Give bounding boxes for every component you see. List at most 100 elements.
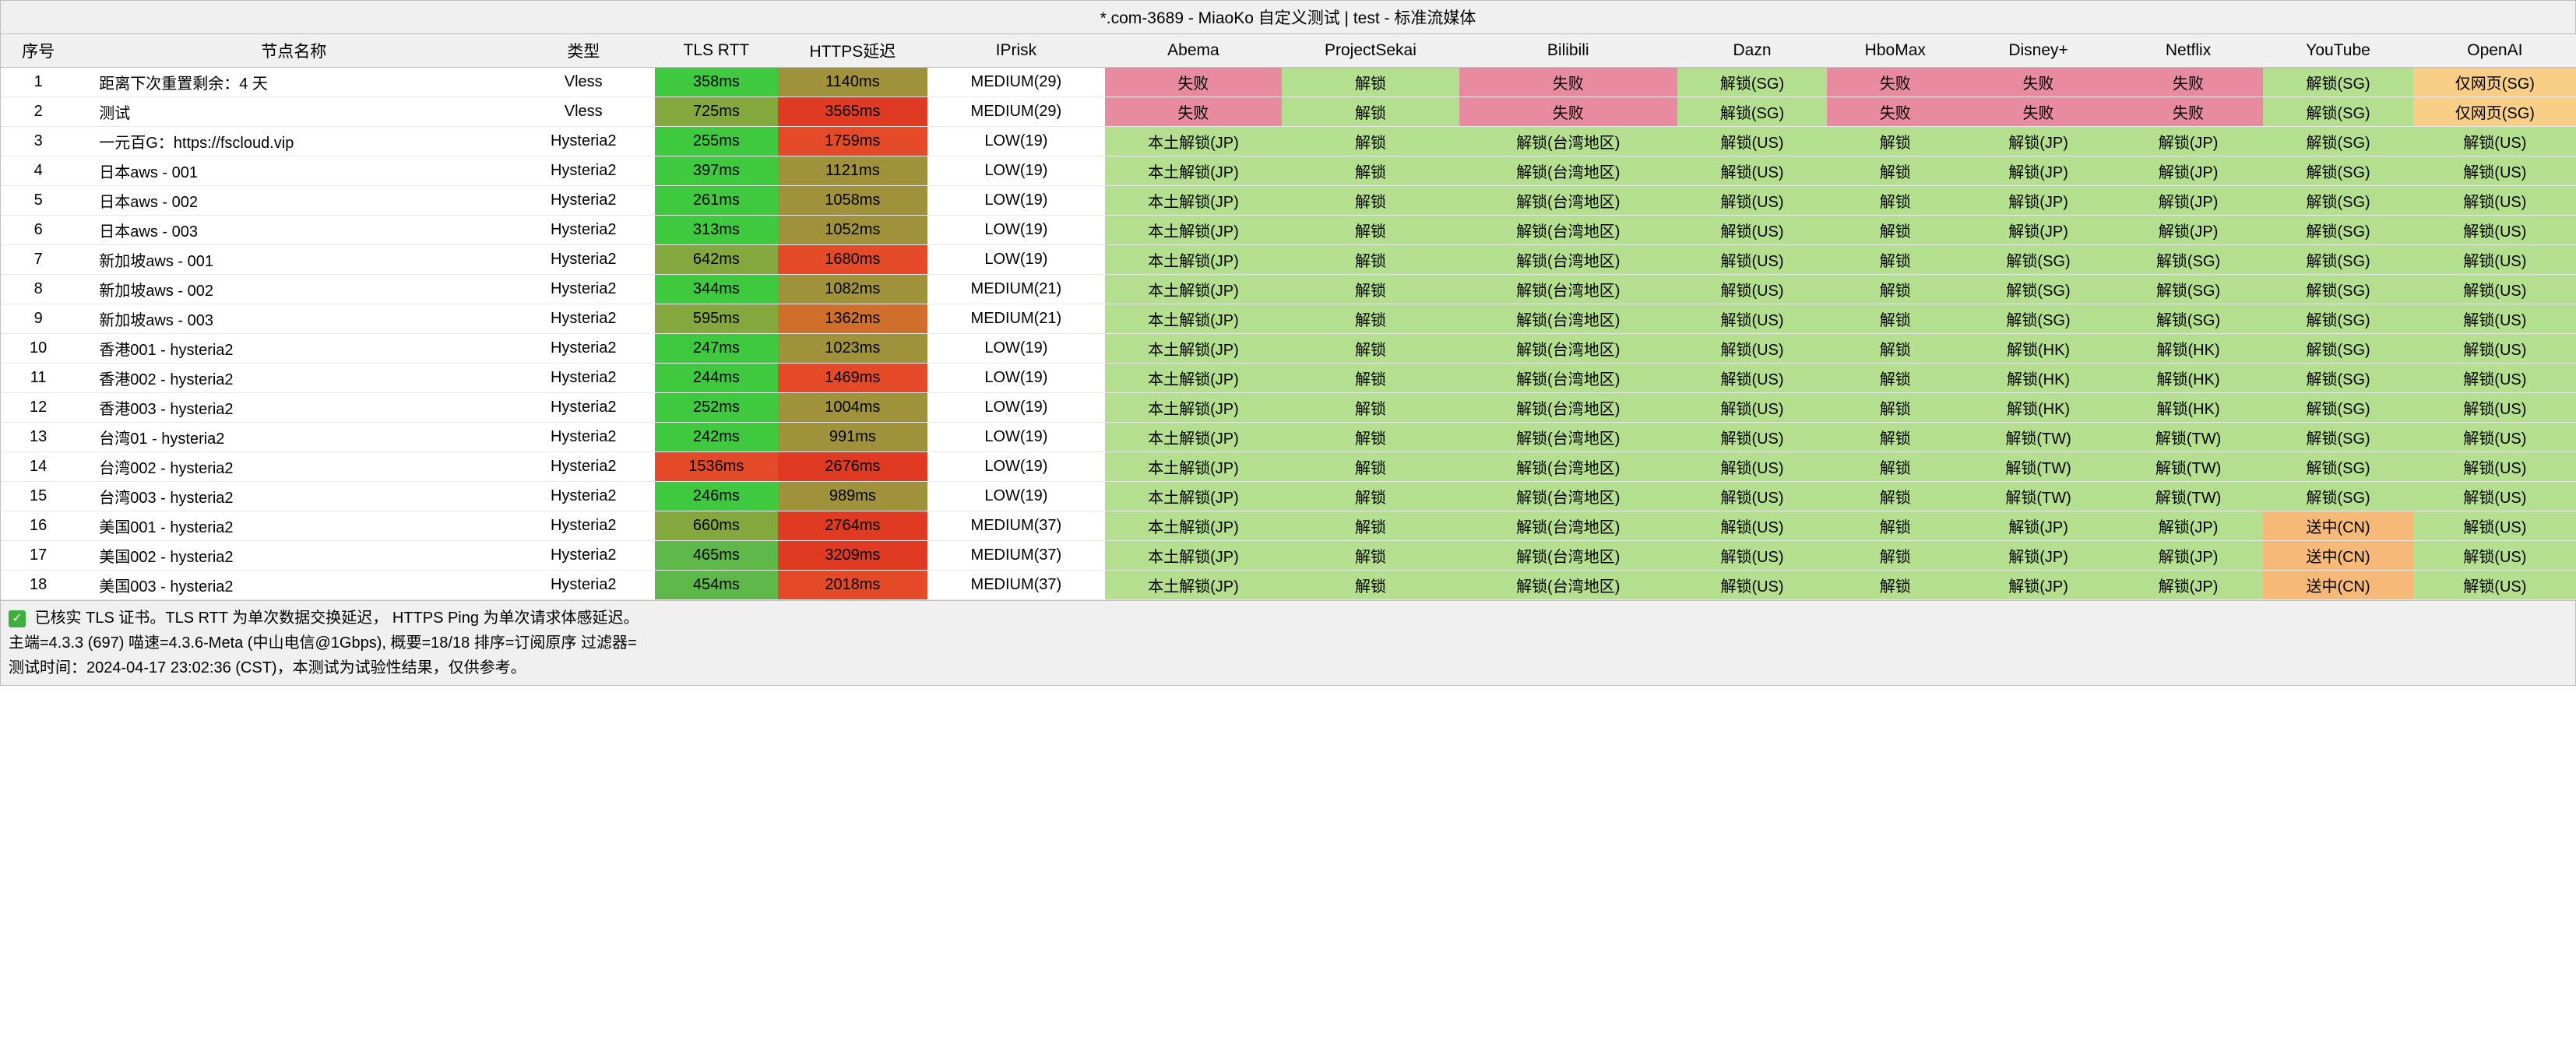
cell-disney: 解锁(TW)	[1963, 482, 2113, 511]
cell-youtube: 解锁(SG)	[2263, 334, 2413, 364]
cell-dazn: 解锁(US)	[1677, 482, 1828, 511]
cell-sekai: 解锁	[1282, 245, 1459, 275]
cell-idx: 16	[1, 511, 76, 541]
cell-https: 991ms	[778, 423, 928, 452]
cell-tls: 261ms	[655, 186, 778, 216]
cell-type: Hysteria2	[512, 304, 655, 334]
cell-https: 1362ms	[778, 304, 928, 334]
cell-name: 新加坡aws - 001	[76, 245, 512, 275]
cell-sekai: 解锁	[1282, 541, 1459, 571]
cell-disney: 解锁(SG)	[1963, 275, 2113, 304]
cell-sekai: 解锁	[1282, 423, 1459, 452]
col-header-dazn: Dazn	[1677, 34, 1828, 68]
cell-sekai: 解锁	[1282, 186, 1459, 216]
table-row: 15台湾003 - hysteria2Hysteria2246ms989msLO…	[1, 482, 2576, 511]
cell-idx: 13	[1, 423, 76, 452]
cell-https: 1023ms	[778, 334, 928, 364]
cell-bili: 解锁(台湾地区)	[1459, 216, 1677, 245]
cell-hbo: 解锁	[1827, 364, 1963, 393]
cell-https: 1680ms	[778, 245, 928, 275]
cell-netflix: 解锁(JP)	[2113, 156, 2264, 186]
cell-idx: 3	[1, 127, 76, 156]
table-body: 1距离下次重置剩余：4 天Vless358ms1140msMEDIUM(29)失…	[1, 68, 2576, 600]
cell-bili: 解锁(台湾地区)	[1459, 275, 1677, 304]
table-row: 3一元百G：https://fscloud.vipHysteria2255ms1…	[1, 127, 2576, 156]
cell-netflix: 失败	[2113, 97, 2264, 127]
cell-youtube: 解锁(SG)	[2263, 186, 2413, 216]
cell-openai: 解锁(US)	[2413, 216, 2576, 245]
cell-name: 美国003 - hysteria2	[76, 571, 512, 600]
cell-type: Hysteria2	[512, 482, 655, 511]
cell-tls: 397ms	[655, 156, 778, 186]
cell-iprisk: MEDIUM(37)	[927, 571, 1105, 600]
cell-name: 美国001 - hysteria2	[76, 511, 512, 541]
cell-iprisk: MEDIUM(29)	[927, 97, 1105, 127]
table-row: 7新加坡aws - 001Hysteria2642ms1680msLOW(19)…	[1, 245, 2576, 275]
cell-disney: 解锁(HK)	[1963, 334, 2113, 364]
cell-name: 台湾01 - hysteria2	[76, 423, 512, 452]
cell-youtube: 解锁(SG)	[2263, 216, 2413, 245]
cell-openai: 解锁(US)	[2413, 393, 2576, 423]
col-header-type: 类型	[512, 34, 655, 68]
cell-name: 台湾003 - hysteria2	[76, 482, 512, 511]
table-row: 12香港003 - hysteria2Hysteria2252ms1004msL…	[1, 393, 2576, 423]
table-row: 9新加坡aws - 003Hysteria2595ms1362msMEDIUM(…	[1, 304, 2576, 334]
results-table: 序号节点名称类型TLS RTTHTTPS延迟IPriskAbemaProject…	[1, 34, 2576, 600]
cell-iprisk: MEDIUM(29)	[927, 68, 1105, 97]
cell-netflix: 解锁(JP)	[2113, 511, 2264, 541]
cell-tls: 244ms	[655, 364, 778, 393]
cell-openai: 解锁(US)	[2413, 423, 2576, 452]
cell-abema: 本土解锁(JP)	[1105, 393, 1283, 423]
cell-netflix: 解锁(SG)	[2113, 245, 2264, 275]
cell-abema: 本土解锁(JP)	[1105, 541, 1283, 571]
cell-bili: 解锁(台湾地区)	[1459, 334, 1677, 364]
col-header-https: HTTPS延迟	[778, 34, 928, 68]
cell-hbo: 解锁	[1827, 216, 1963, 245]
cell-idx: 8	[1, 275, 76, 304]
cell-disney: 解锁(JP)	[1963, 541, 2113, 571]
cell-tls: 358ms	[655, 68, 778, 97]
cell-dazn: 解锁(US)	[1677, 364, 1828, 393]
cell-bili: 解锁(台湾地区)	[1459, 127, 1677, 156]
table-row: 13台湾01 - hysteria2Hysteria2242ms991msLOW…	[1, 423, 2576, 452]
cell-abema: 本土解锁(JP)	[1105, 304, 1283, 334]
cell-sekai: 解锁	[1282, 127, 1459, 156]
cell-sekai: 解锁	[1282, 452, 1459, 482]
cell-https: 1469ms	[778, 364, 928, 393]
table-row: 4日本aws - 001Hysteria2397ms1121msLOW(19)本…	[1, 156, 2576, 186]
cell-netflix: 解锁(SG)	[2113, 275, 2264, 304]
table-row: 6日本aws - 003Hysteria2313ms1052msLOW(19)本…	[1, 216, 2576, 245]
cell-youtube: 解锁(SG)	[2263, 156, 2413, 186]
cell-bili: 解锁(台湾地区)	[1459, 511, 1677, 541]
table-row: 18美国003 - hysteria2Hysteria2454ms2018msM…	[1, 571, 2576, 600]
cell-bili: 解锁(台湾地区)	[1459, 541, 1677, 571]
cell-openai: 解锁(US)	[2413, 541, 2576, 571]
cell-abema: 本土解锁(JP)	[1105, 156, 1283, 186]
cell-name: 距离下次重置剩余：4 天	[76, 68, 512, 97]
col-header-iprisk: IPrisk	[927, 34, 1105, 68]
cell-openai: 解锁(US)	[2413, 275, 2576, 304]
cell-https: 1004ms	[778, 393, 928, 423]
cell-https: 989ms	[778, 482, 928, 511]
cell-name: 新加坡aws - 003	[76, 304, 512, 334]
cell-netflix: 解锁(JP)	[2113, 186, 2264, 216]
cell-youtube: 解锁(SG)	[2263, 245, 2413, 275]
cell-name: 日本aws - 001	[76, 156, 512, 186]
cell-tls: 247ms	[655, 334, 778, 364]
cell-disney: 解锁(JP)	[1963, 186, 2113, 216]
cell-hbo: 失败	[1827, 97, 1963, 127]
cell-abema: 本土解锁(JP)	[1105, 127, 1283, 156]
cell-abema: 本土解锁(JP)	[1105, 275, 1283, 304]
cell-tls: 465ms	[655, 541, 778, 571]
cell-name: 香港002 - hysteria2	[76, 364, 512, 393]
cell-https: 1082ms	[778, 275, 928, 304]
cell-idx: 1	[1, 68, 76, 97]
cell-dazn: 解锁(US)	[1677, 304, 1828, 334]
table-row: 11香港002 - hysteria2Hysteria2244ms1469msL…	[1, 364, 2576, 393]
cell-netflix: 解锁(TW)	[2113, 452, 2264, 482]
cell-dazn: 解锁(US)	[1677, 541, 1828, 571]
cell-bili: 失败	[1459, 97, 1677, 127]
cell-https: 2764ms	[778, 511, 928, 541]
cell-tls: 246ms	[655, 482, 778, 511]
cell-abema: 失败	[1105, 97, 1283, 127]
